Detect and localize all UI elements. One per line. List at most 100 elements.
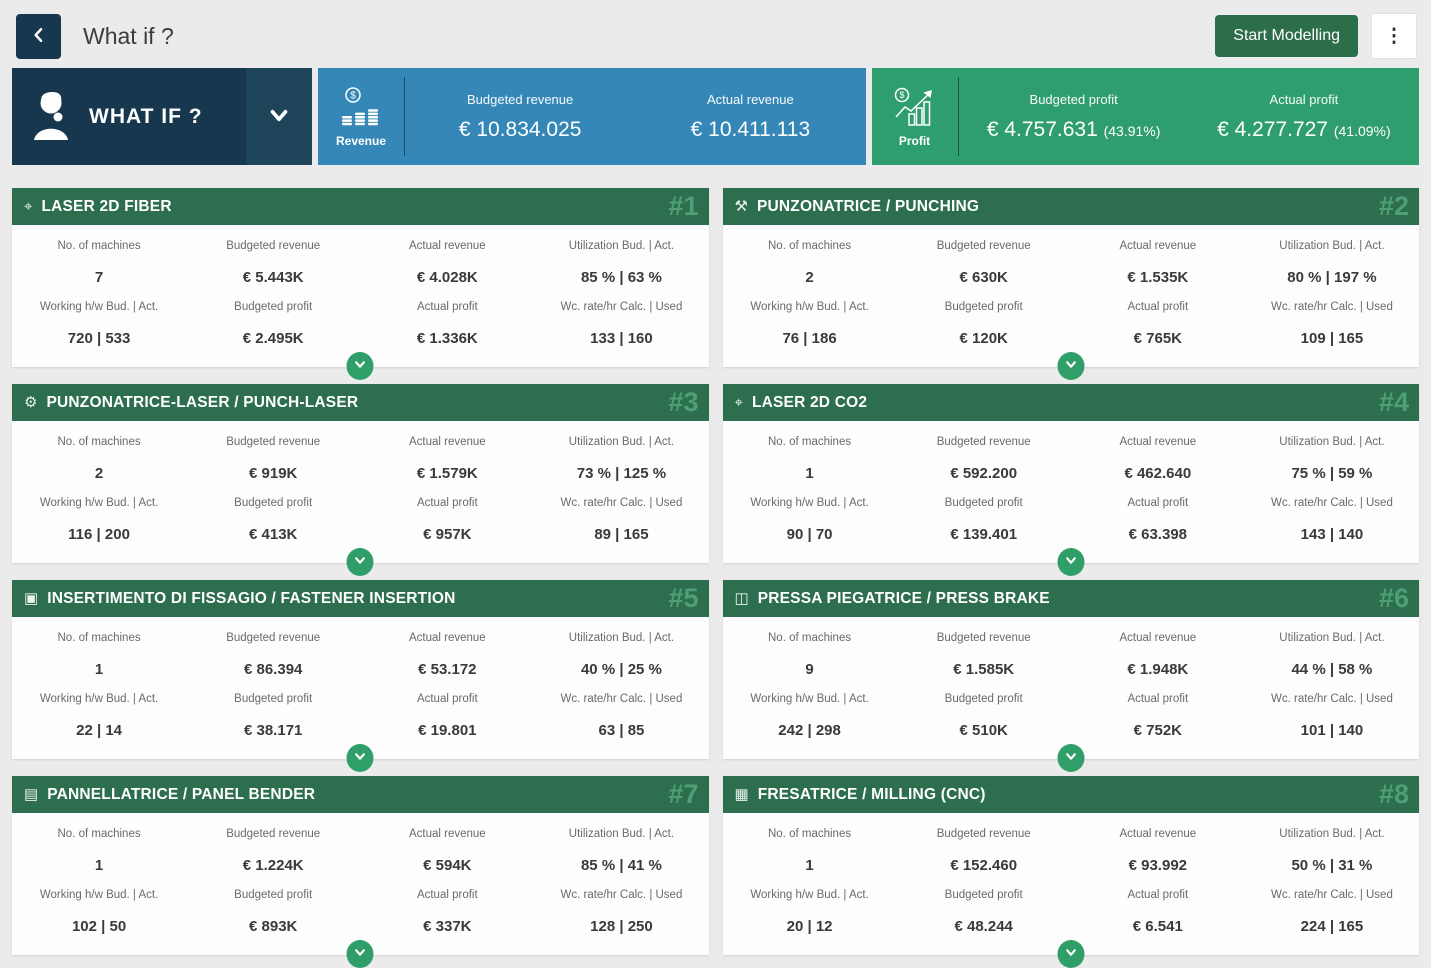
card-field: Wc. rate/hr Calc. | Used 89 | 165 [534,482,708,543]
card-field: Utilization Bud. | Act. 80 % | 197 % [1245,225,1419,286]
field-label: Budgeted revenue [897,632,1071,644]
field-value: 80 % | 197 % [1245,269,1419,286]
field-value: € 765K [1071,330,1245,347]
back-button[interactable] [16,14,61,59]
card-field: Working h/w Bud. | Act. 22 | 14 [12,678,186,739]
field-value: € 893K [186,918,360,935]
field-label: Budgeted profit [897,693,1071,705]
field-label: Budgeted revenue [897,436,1071,448]
budgeted-profit-label: Budgeted profit [1030,92,1118,107]
budgeted-profit-percent: (43.91%) [1104,123,1161,139]
field-value: 85 % | 63 % [534,269,708,286]
card-row-bottom: Working h/w Bud. | Act. 90 | 70 Budgeted… [723,482,1420,543]
field-label: Budgeted revenue [186,240,360,252]
field-value: € 630K [897,269,1071,286]
punch-laser-machine-icon: ⚙ [24,395,37,410]
laser-machine-icon: ⌖ [735,395,743,410]
card-row-top: No. of machines 1 Budgeted revenue € 86.… [12,617,709,678]
panel-bender-machine-icon: ▤ [24,787,38,802]
card-row-top: No. of machines 1 Budgeted revenue € 592… [723,421,1420,482]
top-bar: What if ? Start Modelling ⋮ [0,0,1431,66]
chevron-down-icon [354,750,367,766]
card-field: Actual profit € 337K [360,874,534,935]
card-field: Actual profit € 752K [1071,678,1245,739]
field-label: Utilization Bud. | Act. [534,632,708,644]
field-label: Wc. rate/hr Calc. | Used [534,497,708,509]
field-label: Actual profit [1071,889,1245,901]
field-value: € 2.495K [186,330,360,347]
field-label: Utilization Bud. | Act. [534,240,708,252]
actual-profit-percent: (41.09%) [1334,123,1391,139]
card-field: Wc. rate/hr Calc. | Used 101 | 140 [1245,678,1419,739]
card-row-top: No. of machines 9 Budgeted revenue € 1.5… [723,617,1420,678]
card-field: No. of machines 1 [12,617,186,678]
kebab-icon: ⋮ [1385,26,1404,47]
field-label: Actual revenue [360,436,534,448]
budgeted-revenue-block: Budgeted revenue € 10.834.025 [405,68,635,165]
card-field: Wc. rate/hr Calc. | Used 133 | 160 [534,286,708,347]
field-value: € 594K [360,857,534,874]
field-value: 101 | 140 [1245,722,1419,739]
field-label: Working h/w Bud. | Act. [12,497,186,509]
machine-card-title: PRESSA PIEGATRICE / PRESS BRAKE [758,590,1379,608]
field-value: 1 [12,661,186,678]
field-value: € 957K [360,526,534,543]
start-modelling-button[interactable]: Start Modelling [1215,15,1358,57]
card-field: Budgeted profit € 413K [186,482,360,543]
field-value: 1 [12,857,186,874]
field-value: € 53.172 [360,661,534,678]
expand-card-button[interactable] [1057,940,1084,968]
card-field: Utilization Bud. | Act. 85 % | 41 % [534,813,708,874]
field-label: Actual revenue [360,828,534,840]
card-row-bottom: Working h/w Bud. | Act. 720 | 533 Budget… [12,286,709,347]
card-field: Budgeted revenue € 1.224K [186,813,360,874]
card-row-bottom: Working h/w Bud. | Act. 20 | 12 Budgeted… [723,874,1420,935]
profit-panel: $ Profit Budgeted profit € 4.757.631 (43… [872,68,1420,165]
card-field: Actual revenue € 4.028K [360,225,534,286]
field-value: € 337K [360,918,534,935]
field-label: No. of machines [12,632,186,644]
expand-card-button[interactable] [1057,744,1084,772]
whatif-expand-button[interactable] [246,68,312,165]
field-label: Actual revenue [1071,828,1245,840]
actual-revenue-block: Actual revenue € 10.411.113 [635,68,865,165]
field-value: 73 % | 125 % [534,465,708,482]
card-field: Budgeted profit € 893K [186,874,360,935]
svg-text:$: $ [899,90,904,100]
card-field: Actual revenue € 594K [360,813,534,874]
field-value: 44 % | 58 % [1245,661,1419,678]
field-value: € 38.171 [186,722,360,739]
expand-card-button[interactable] [347,548,374,576]
revenue-tab: $ Revenue [318,68,404,165]
field-value: € 152.460 [897,857,1071,874]
card-field: Budgeted profit € 120K [897,286,1071,347]
field-value: 1 [723,465,897,482]
expand-card-button[interactable] [347,744,374,772]
expand-card-button[interactable] [1057,352,1084,380]
machine-card-header: ▤ PANNELLATRICE / PANEL BENDER #7 [12,776,709,813]
card-field: Utilization Bud. | Act. 85 % | 63 % [534,225,708,286]
card-field: Wc. rate/hr Calc. | Used 143 | 140 [1245,482,1419,543]
field-label: Wc. rate/hr Calc. | Used [1245,301,1419,313]
field-label: Working h/w Bud. | Act. [723,301,897,313]
field-label: Budgeted profit [897,497,1071,509]
chevron-down-icon [1064,358,1077,374]
machine-card-rank: #4 [1379,389,1409,416]
field-value: 7 [12,269,186,286]
card-field: Working h/w Bud. | Act. 76 | 186 [723,286,897,347]
profit-tab: $ Profit [872,68,958,165]
actual-profit-block: Actual profit € 4.277.727 (41.09%) [1189,68,1419,165]
expand-card-button[interactable] [347,940,374,968]
card-field: Budgeted revenue € 630K [897,225,1071,286]
field-value: € 4.028K [360,269,534,286]
laser-machine-icon: ⌖ [24,199,32,214]
expand-card-button[interactable] [347,352,374,380]
expand-card-button[interactable] [1057,548,1084,576]
machine-card: ⌖ LASER 2D CO2 #4 No. of machines 1 Budg… [723,384,1420,563]
svg-text:$: $ [350,90,356,101]
field-label: No. of machines [12,240,186,252]
card-field: Working h/w Bud. | Act. 90 | 70 [723,482,897,543]
kebab-menu-button[interactable]: ⋮ [1371,13,1417,59]
machine-card-header: ⚒ PUNZONATRICE / PUNCHING #2 [723,188,1420,225]
profit-chart-icon: $ [892,86,938,131]
